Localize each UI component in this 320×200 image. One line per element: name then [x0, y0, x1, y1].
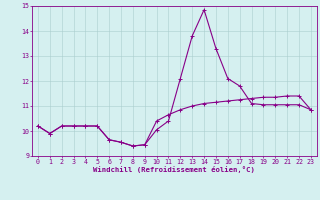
X-axis label: Windchill (Refroidissement éolien,°C): Windchill (Refroidissement éolien,°C) [93, 166, 255, 173]
